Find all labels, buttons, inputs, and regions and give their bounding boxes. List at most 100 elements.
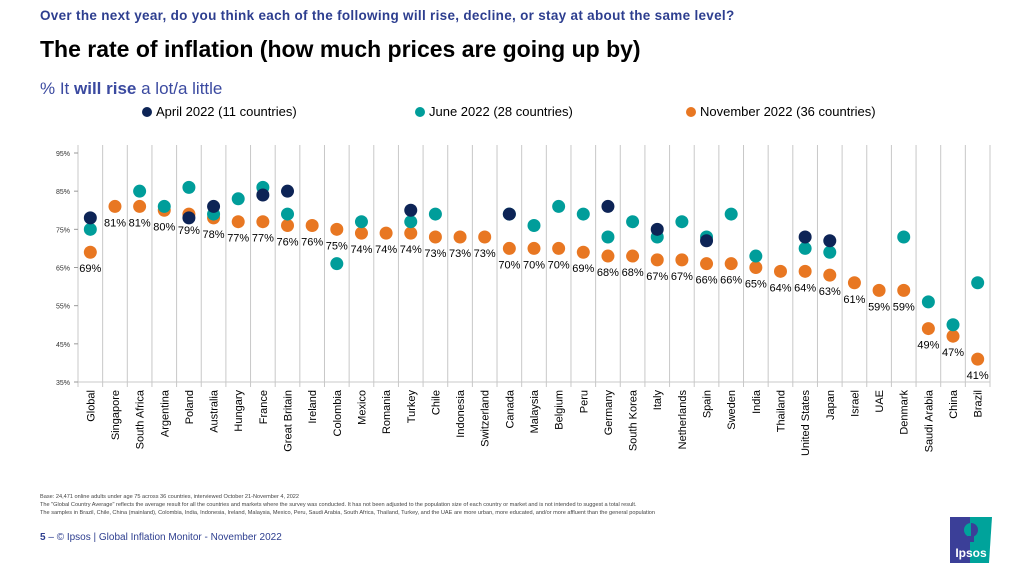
data-label-november: 77%: [227, 233, 249, 245]
x-tick-label: China: [948, 389, 960, 419]
data-point-november: [749, 261, 763, 274]
data-point-april: [404, 203, 418, 217]
footer-text: © Ipsos | Global Inflation Monitor - Nov…: [56, 532, 282, 543]
data-label-november: 49%: [917, 340, 939, 352]
data-label-november: 73%: [449, 248, 471, 260]
data-point-november: [502, 241, 516, 255]
x-tick-label: Denmark: [899, 390, 911, 435]
y-axis: 35% 45% 55% 65% 75% 85% 95%: [56, 151, 990, 387]
data-point-november: [552, 241, 566, 255]
y-tick-label: 75%: [56, 227, 70, 234]
survey-question: Over the next year, do you think each of…: [40, 8, 735, 23]
legend-label-april: April 2022 (11 countries): [156, 104, 297, 119]
legend-label-november: November 2022 (36 countries): [700, 104, 876, 119]
x-axis-labels: Global Singapore South Africa Argentina Pola…: [85, 389, 984, 456]
legend-item-april: April 2022 (11 countries): [142, 104, 297, 119]
x-tick-label: Germany: [603, 390, 615, 436]
data-label-november: 59%: [893, 301, 915, 313]
x-tick-label: South Africa: [135, 389, 147, 449]
gridlines: [77, 145, 991, 387]
data-point-june: [231, 192, 245, 206]
x-tick-label: Peru: [578, 390, 590, 413]
data-point-november: [256, 215, 270, 229]
x-tick-label: Brazil: [973, 390, 985, 418]
x-tick-label: Israel: [849, 390, 861, 417]
data-point-november: [354, 226, 368, 240]
data-point-june: [281, 207, 295, 221]
y-tick-label: 65%: [56, 266, 70, 273]
data-point-april: [281, 184, 295, 198]
data-point-june: [971, 276, 985, 290]
data-point-november: [921, 322, 935, 336]
x-tick-label: Singapore: [110, 390, 122, 440]
legend: April 2022 (11 countries) June 2022 (28 …: [0, 104, 1024, 124]
page-footer: 5 – © Ipsos | Global Inflation Monitor -…: [40, 532, 282, 543]
data-label-november: 69%: [572, 263, 594, 275]
footer-separator: –: [45, 532, 57, 543]
data-point-april: [601, 199, 615, 213]
data-point-april: [798, 230, 812, 244]
x-tick-label: South Korea: [628, 389, 640, 451]
legend-marker-november: [686, 106, 696, 117]
data-point-november: [650, 253, 664, 267]
legend-marker-june: [415, 106, 425, 117]
x-tick-label: Spain: [702, 390, 714, 418]
data-point-june: [626, 215, 640, 229]
data-label-november: 66%: [720, 275, 742, 287]
y-tick-label: 35%: [56, 380, 70, 387]
subtitle-bold: will rise: [74, 79, 137, 98]
data-point-november: [724, 257, 738, 271]
data-point-november: [798, 264, 812, 278]
data-label-november: 81%: [104, 217, 126, 229]
x-tick-label: Switzerland: [480, 390, 492, 447]
footnote-samples: The samples in Brazil, Chile, China (mai…: [40, 510, 656, 516]
data-label-november: 77%: [252, 233, 274, 245]
data-label-november: 79%: [178, 225, 200, 237]
data-label-november: 80%: [153, 221, 175, 233]
data-label-november: 76%: [301, 237, 323, 249]
data-point-june: [330, 257, 344, 271]
data-point-november: [281, 219, 295, 233]
data-point-november: [847, 276, 861, 290]
x-tick-label: UAE: [874, 390, 886, 413]
x-tick-label: Saudi Arabia: [923, 389, 935, 452]
data-point-june: [946, 318, 960, 332]
x-tick-label: Ireland: [307, 390, 319, 424]
page-number: 5: [40, 532, 46, 543]
data-point-november: [773, 264, 787, 278]
data-label-november: 67%: [646, 271, 668, 283]
data-point-november: [453, 230, 467, 244]
data-point-april: [823, 234, 837, 248]
x-tick-label: Thailand: [775, 390, 787, 432]
data-label-november: 64%: [794, 282, 816, 294]
data-label-november: 59%: [868, 301, 890, 313]
data-point-june: [552, 199, 566, 213]
data-point-november: [231, 215, 245, 229]
data-point-june: [182, 180, 196, 194]
data-point-november: [897, 283, 911, 297]
data-label-november: 68%: [597, 267, 619, 279]
data-point-june: [404, 215, 418, 229]
x-tick-label: Turkey: [406, 390, 418, 424]
x-tick-label: Indonesia: [455, 389, 467, 438]
y-tick-label: 95%: [56, 151, 70, 158]
x-tick-label: Malaysia: [529, 389, 541, 433]
data-point-june: [83, 222, 97, 236]
x-tick-label: Chile: [430, 390, 442, 415]
data-point-april: [182, 211, 196, 225]
x-tick-label: Australia: [209, 389, 221, 433]
data-label-november: 67%: [671, 271, 693, 283]
data-point-november: [823, 268, 837, 282]
data-label-november: 78%: [203, 229, 225, 241]
data-point-november: [946, 329, 960, 343]
x-tick-label: Romania: [381, 389, 393, 434]
footnote-global-average: The "Global Country Average" reflects th…: [40, 502, 637, 508]
data-label-november: 75%: [326, 240, 348, 252]
data-label-november: 69%: [79, 263, 101, 275]
data-label-november: 68%: [622, 267, 644, 279]
data-point-november: [601, 249, 615, 263]
footnote-base: Base: 24,471 online adults under age 75 …: [40, 494, 300, 500]
data-point-november: [330, 222, 344, 236]
data-points: [83, 180, 985, 366]
